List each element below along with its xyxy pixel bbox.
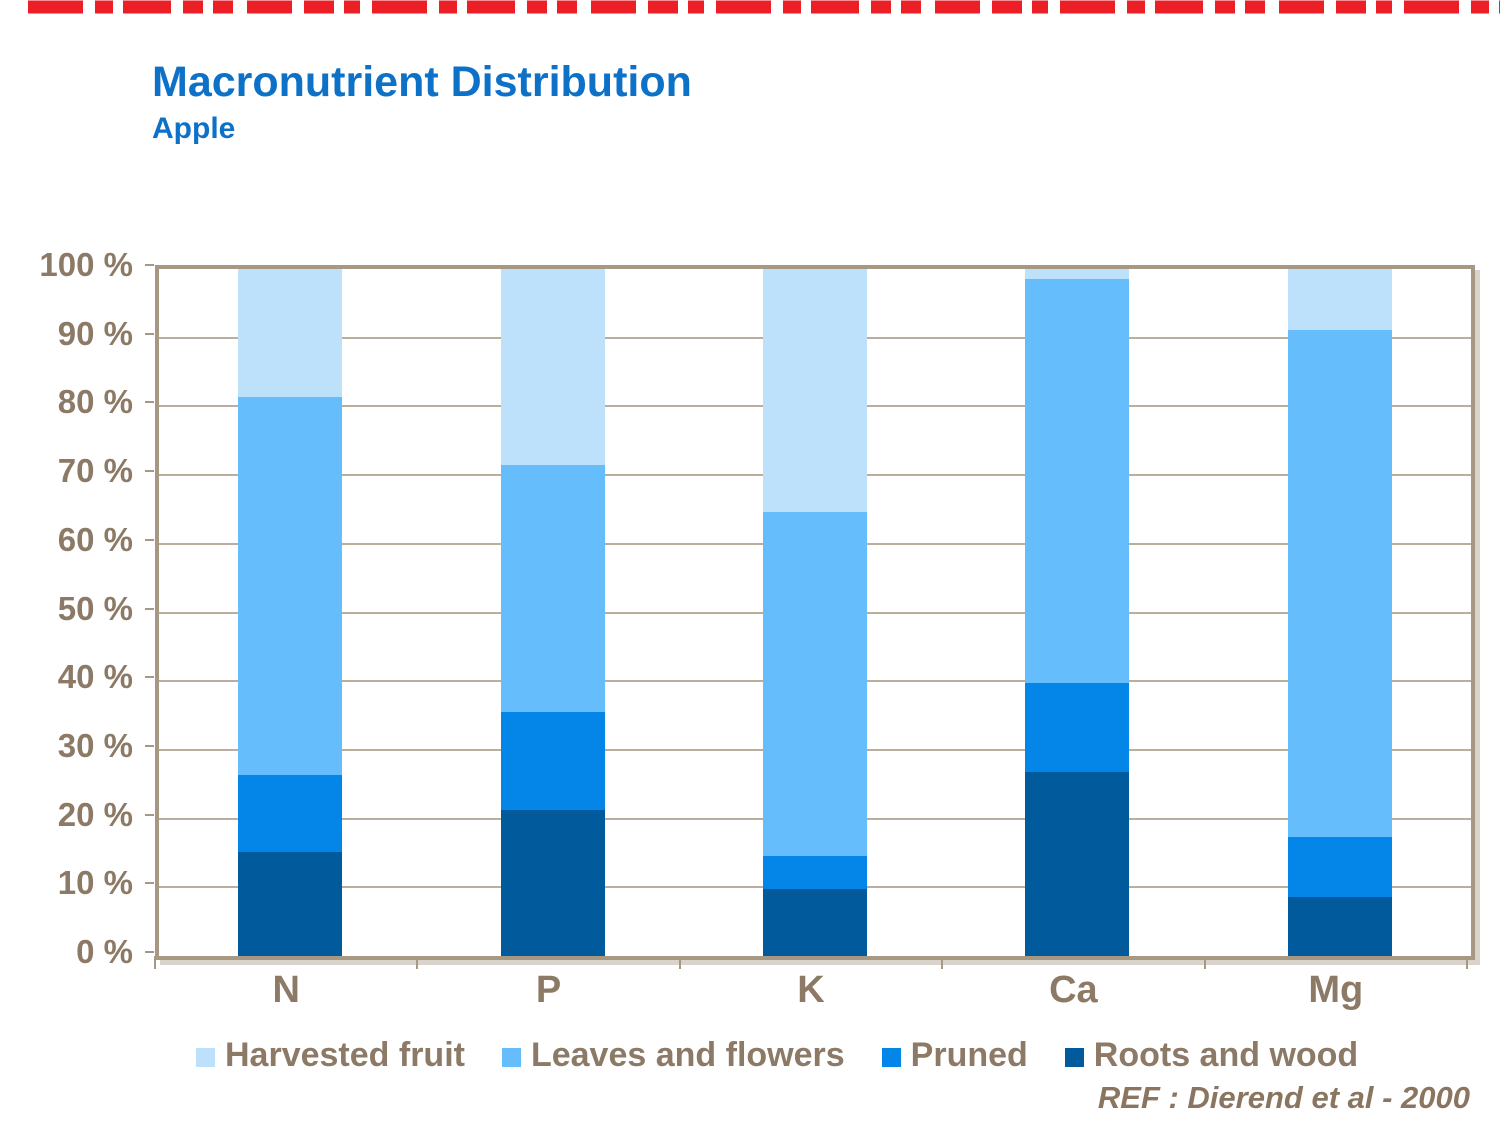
- bar-segment-pruned: [500, 712, 605, 810]
- bar-segment-harvested-fruit: [1025, 269, 1130, 280]
- bar-segment-pruned: [1025, 682, 1130, 772]
- legend-swatch-icon: [1064, 1048, 1084, 1067]
- bar-segment-harvested-fruit: [238, 269, 343, 397]
- bar-segment-roots-and-wood: [500, 809, 605, 956]
- y-axis-tick-label: 50 %: [57, 589, 133, 627]
- y-axis-tick-label: 10 %: [57, 864, 133, 902]
- y-axis-tick: [145, 676, 154, 679]
- x-axis-tick: [1466, 956, 1468, 969]
- bar-segment-pruned: [763, 855, 867, 890]
- y-axis-tick: [145, 264, 154, 266]
- y-axis-tick-label: 60 %: [57, 520, 133, 558]
- x-axis-category-label: Mg: [1308, 969, 1364, 1011]
- page-subtitle: Apple: [152, 112, 236, 145]
- y-axis-tick-label: 80 %: [57, 383, 133, 421]
- y-axis-tick: [145, 470, 154, 473]
- y-axis-tick-label: 30 %: [57, 726, 133, 764]
- bar-segment-roots-and-wood: [238, 851, 343, 956]
- bar-segment-leaves-and-flowers: [1025, 279, 1130, 683]
- y-axis-tick: [145, 744, 154, 747]
- bar-segment-roots-and-wood: [1287, 896, 1392, 956]
- bar-segment-harvested-fruit: [500, 269, 605, 465]
- y-axis-tick: [145, 332, 154, 335]
- x-axis-tick: [678, 956, 681, 969]
- y-axis-tick-label: 70 %: [57, 452, 133, 490]
- legend-label: Leaves and flowers: [530, 1036, 845, 1074]
- x-axis-tick: [941, 956, 944, 969]
- bar-segment-pruned: [1287, 837, 1392, 897]
- y-axis-tick-label: 20 %: [57, 795, 133, 833]
- bar-segment-roots-and-wood: [763, 889, 867, 956]
- y-axis-tick: [145, 813, 154, 816]
- bar-segment-leaves-and-flowers: [763, 511, 867, 856]
- x-axis-category-label: P: [535, 969, 562, 1011]
- bar-segment-leaves-and-flowers: [238, 396, 343, 775]
- legend-item-pruned: Pruned: [881, 1036, 1028, 1075]
- bar-segment-leaves-and-flowers: [500, 464, 605, 713]
- y-axis-tick-label: 90 %: [57, 314, 133, 352]
- x-axis-category-label: K: [797, 969, 825, 1011]
- legend-swatch-icon: [881, 1048, 901, 1067]
- y-axis-tick-label: 100 %: [39, 246, 133, 283]
- page-title: Macronutrient Distribution: [152, 58, 692, 106]
- legend-swatch-icon: [501, 1048, 521, 1067]
- y-axis-tick: [145, 951, 154, 953]
- legend-item-leaves-and-flowers: Leaves and flowers: [501, 1036, 845, 1075]
- y-axis-tick: [145, 538, 154, 541]
- plot-area: [155, 265, 1475, 960]
- y-axis-tick: [145, 882, 154, 885]
- reference-text: REF : Dierend et al - 2000: [1097, 1080, 1470, 1115]
- legend-item-harvested-fruit: Harvested fruit: [196, 1036, 465, 1075]
- legend-label: Pruned: [910, 1036, 1028, 1074]
- bar-segment-leaves-and-flowers: [1287, 330, 1392, 838]
- bar-segment-pruned: [238, 774, 343, 852]
- x-axis-tick: [416, 956, 419, 969]
- y-axis-tick-label: 0 %: [76, 933, 133, 970]
- x-axis-category-label: Ca: [1049, 969, 1098, 1011]
- legend-swatch-icon: [196, 1048, 215, 1067]
- top-accent-dashed-line: [28, 0, 1500, 14]
- x-axis-tick: [1203, 956, 1206, 969]
- x-axis-category-label: N: [272, 969, 300, 1011]
- y-axis-tick-label: 40 %: [57, 658, 133, 696]
- bar-segment-harvested-fruit: [763, 269, 867, 512]
- bar-segment-harvested-fruit: [1287, 269, 1392, 331]
- chart-legend: Harvested fruit Leaves and flowers Pruned R…: [196, 1036, 1358, 1075]
- y-axis-tick: [145, 607, 154, 610]
- legend-label: Roots and wood: [1093, 1036, 1359, 1074]
- y-axis-tick: [145, 401, 154, 404]
- x-axis-tick: [154, 956, 156, 969]
- legend-label: Harvested fruit: [225, 1036, 465, 1074]
- bar-segment-roots-and-wood: [1025, 771, 1130, 956]
- legend-item-roots-and-wood: Roots and wood: [1064, 1036, 1359, 1075]
